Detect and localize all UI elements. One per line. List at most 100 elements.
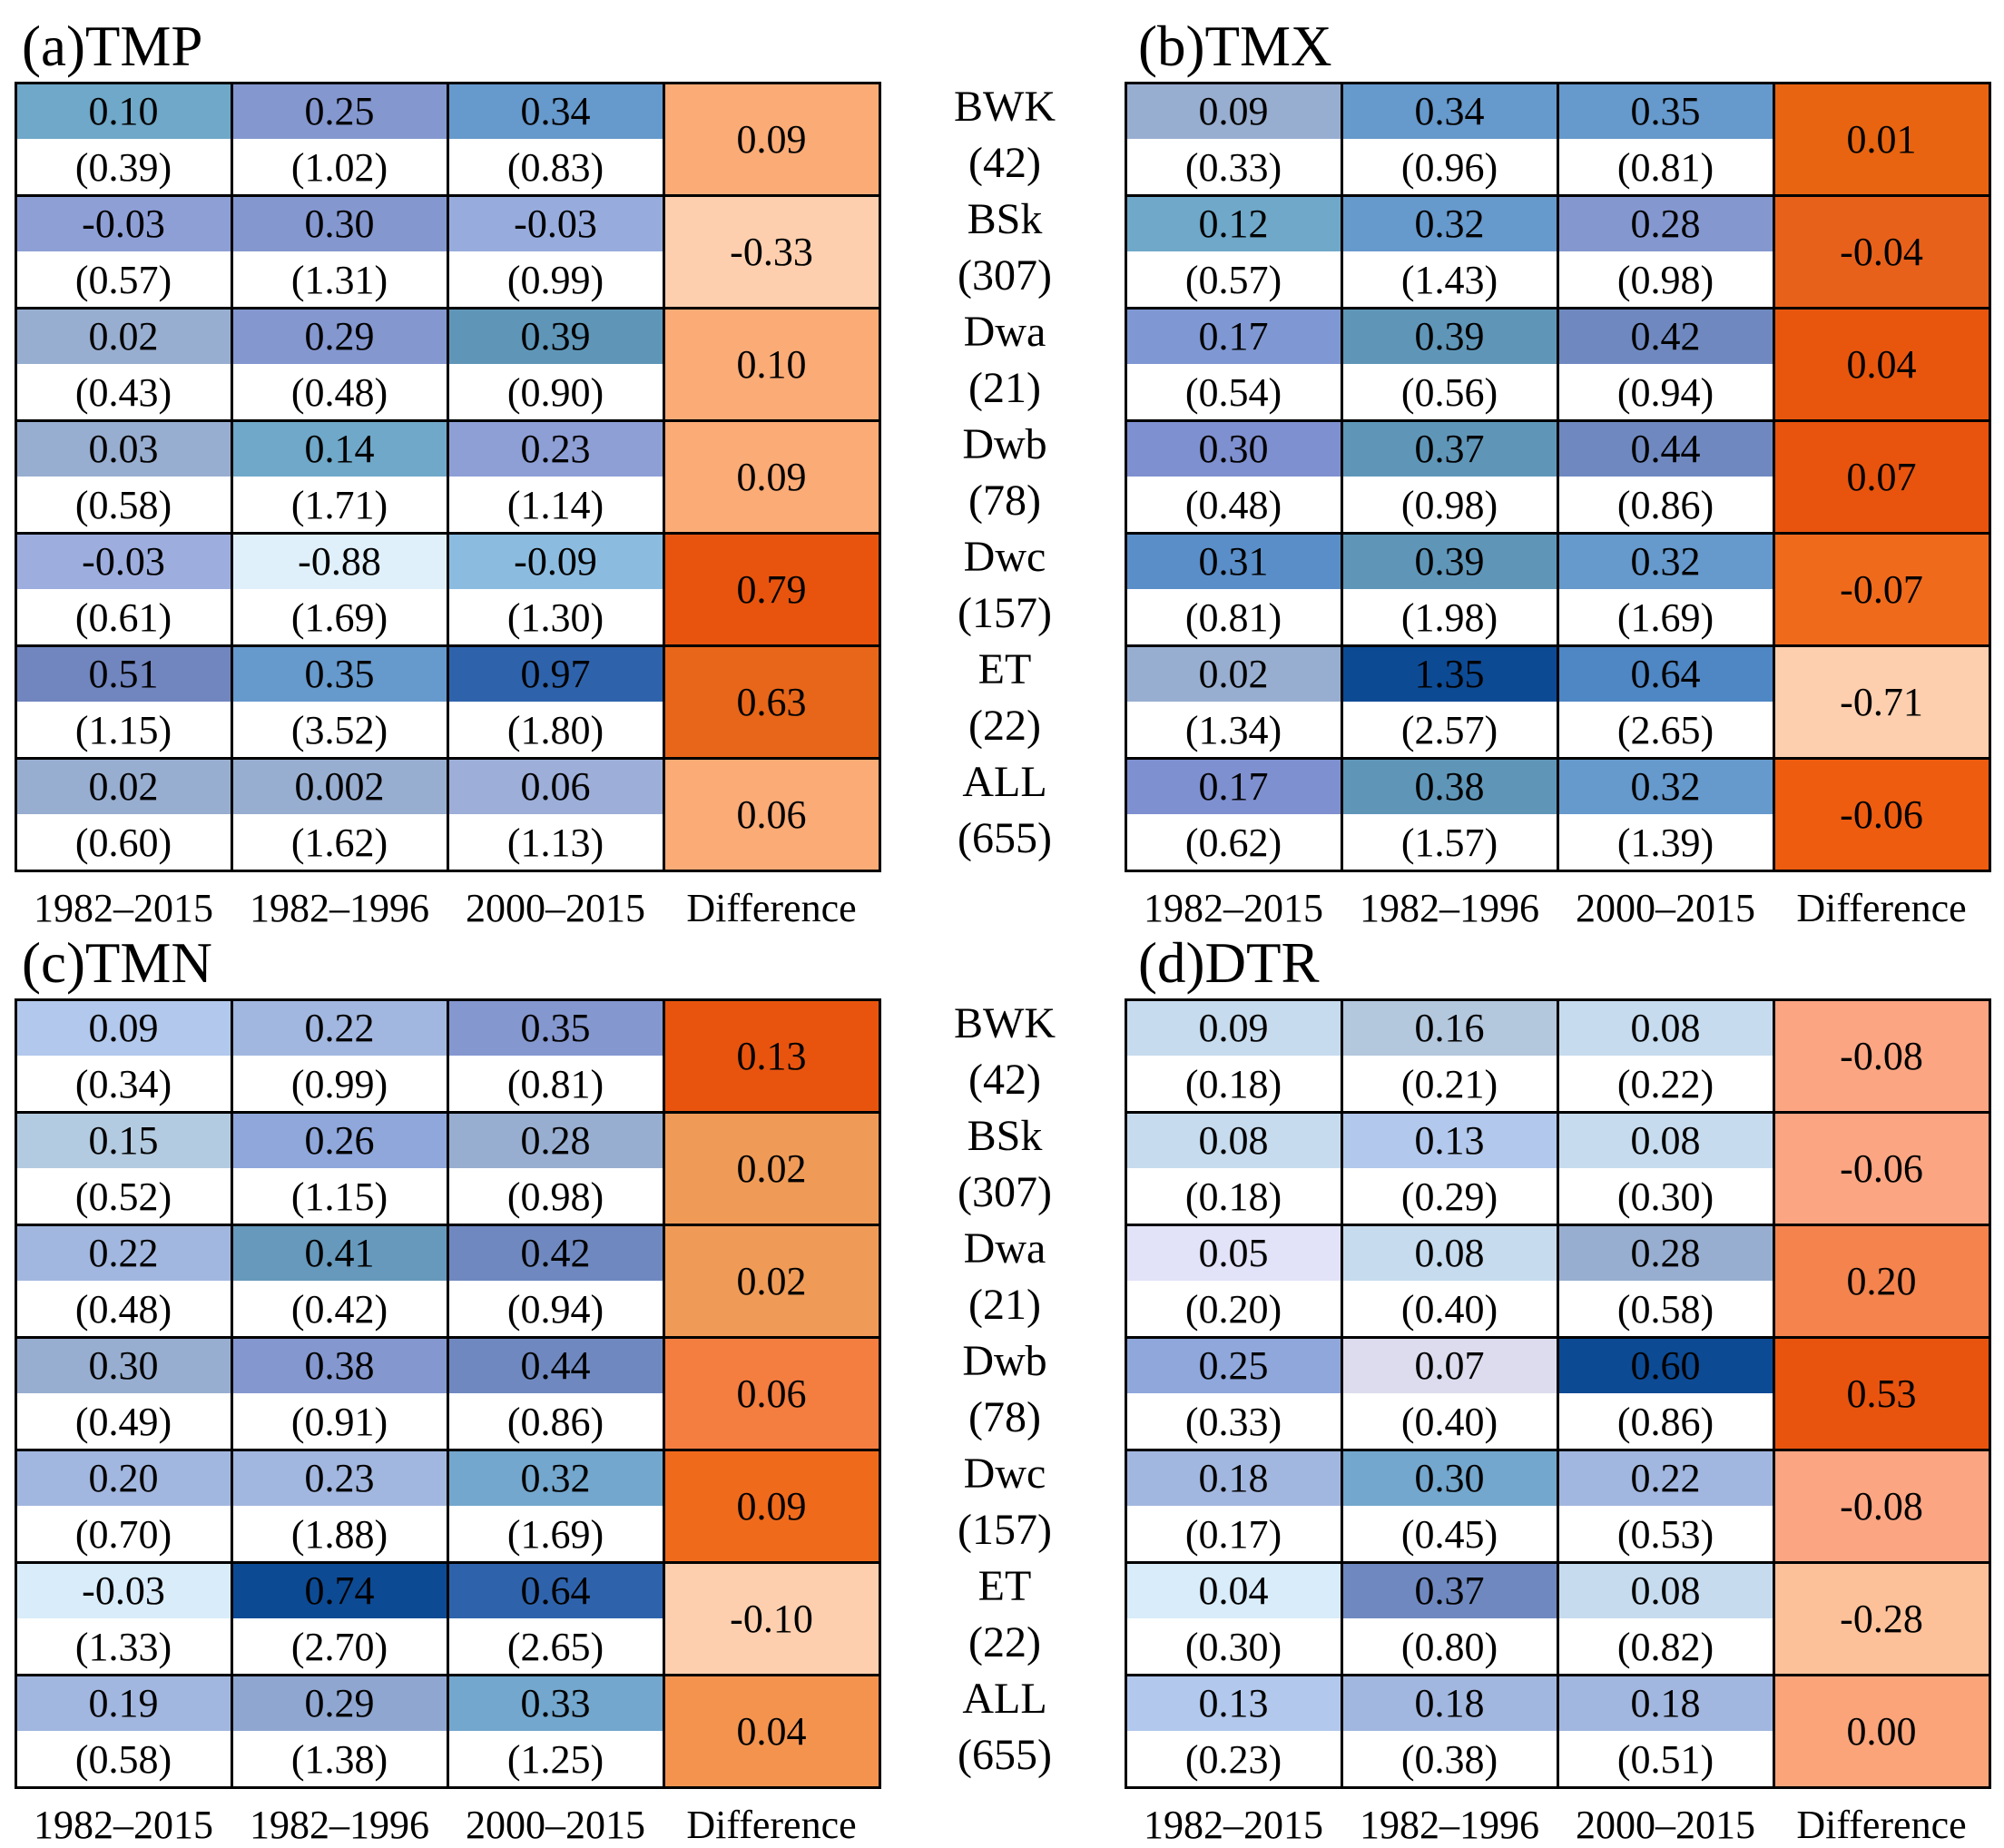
heatmap-cell: 0.07 (0.40) [1341, 1337, 1557, 1450]
panel-title: (c)TMN [22, 931, 212, 995]
heatmap-cell: 0.22 (0.99) [231, 999, 447, 1112]
cell-sd: (0.43) [15, 364, 231, 420]
row-label-count: (21) [968, 1281, 1041, 1329]
heatmap-cell: 0.37 (0.98) [1341, 420, 1557, 533]
cell-sd: (0.94) [1557, 364, 1773, 420]
grid-line-horizontal [1125, 1336, 1991, 1339]
heatmap-cell: 0.20 (0.70) [15, 1450, 231, 1562]
heatmap-cell: 0.39 (1.98) [1341, 533, 1557, 645]
cell-sd: (2.57) [1341, 702, 1557, 758]
row-label-count: (22) [968, 1618, 1041, 1666]
heatmap-table: 0.09 (0.34) 0.22 (0.99) 0.35 (0.81) 0.13 0.15 (0… [15, 998, 881, 1789]
heatmap-cell: 0.32 (1.39) [1557, 758, 1773, 870]
cell-value: 0.30 [231, 195, 447, 251]
panel-title: (b)TMX [1138, 15, 1332, 78]
heatmap-cell: 0.30 (0.45) [1341, 1450, 1557, 1562]
cell-sd: (2.70) [231, 1618, 447, 1675]
heatmap-cell: 0.41 (0.42) [231, 1224, 447, 1337]
heatmap-cell: 0.28 (0.58) [1557, 1224, 1773, 1337]
grid-line-vertical [663, 82, 665, 872]
grid-line-vertical [1125, 82, 1127, 872]
heatmap-cell: 0.32 (1.69) [1557, 533, 1773, 645]
cell-value: 0.02 [1125, 645, 1341, 702]
heatmap-cell: 0.35 (3.52) [231, 645, 447, 758]
row-label-count: (22) [968, 702, 1041, 750]
heatmap-cell: 0.51 (1.15) [15, 645, 231, 758]
cell-sd: (0.40) [1341, 1393, 1557, 1450]
heatmap-cell: 0.30 (0.49) [15, 1337, 231, 1450]
cell-sd: (0.30) [1557, 1168, 1773, 1224]
cell-value: 0.26 [231, 1112, 447, 1168]
grid-line-horizontal [15, 307, 881, 310]
difference-cell: 0.01 [1773, 83, 1989, 195]
grid-line-vertical [15, 82, 17, 872]
grid-line-horizontal [15, 1449, 881, 1451]
grid-line-horizontal [1125, 419, 1991, 422]
cell-value: 0.51 [15, 645, 231, 702]
cell-value: 0.10 [15, 83, 231, 139]
cell-sd: (0.61) [15, 589, 231, 645]
cell-value: 0.32 [447, 1450, 663, 1506]
cell-sd: (1.33) [15, 1618, 231, 1675]
heatmap-cell: 0.22 (0.53) [1557, 1450, 1773, 1562]
difference-cell: -0.28 [1773, 1562, 1989, 1675]
row-label-name: ET [977, 645, 1032, 693]
row-label-count: (157) [958, 1506, 1052, 1554]
grid-line-horizontal [15, 1336, 881, 1339]
difference-cell: 0.79 [663, 533, 879, 645]
cell-value: 0.09 [1125, 83, 1341, 139]
heatmap-cell: 0.35 (0.81) [447, 999, 663, 1112]
heatmap-cell: 0.23 (1.88) [231, 1450, 447, 1562]
cell-sd: (0.96) [1341, 139, 1557, 195]
cell-sd: (0.70) [15, 1506, 231, 1562]
heatmap-cell: 0.74 (2.70) [231, 1562, 447, 1675]
cell-value: 0.05 [1125, 1224, 1341, 1281]
cell-value: 0.17 [1125, 758, 1341, 814]
cell-sd: (0.98) [1557, 251, 1773, 308]
grid-line-vertical [1989, 998, 1991, 1789]
heatmap-cell: 0.34 (0.83) [447, 83, 663, 195]
cell-sd: (1.13) [447, 814, 663, 870]
cell-value: 0.19 [15, 1675, 231, 1731]
cell-value: 0.18 [1341, 1675, 1557, 1731]
heatmap-table: 0.10 (0.39) 0.25 (1.02) 0.34 (0.83) 0.09 -0.03(… [15, 82, 881, 872]
difference-cell: -0.07 [1773, 533, 1989, 645]
difference-cell: -0.08 [1773, 999, 1989, 1112]
cell-sd: (0.58) [1557, 1281, 1773, 1337]
grid-line-horizontal [1125, 532, 1991, 535]
cell-sd: (0.20) [1125, 1281, 1341, 1337]
cell-value: 0.64 [447, 1562, 663, 1618]
heatmap-cell: 0.15 (0.52) [15, 1112, 231, 1224]
cell-value: 0.17 [1125, 308, 1341, 364]
difference-cell: 0.53 [1773, 1337, 1989, 1450]
cell-sd: (1.14) [447, 477, 663, 533]
cell-value: 0.22 [15, 1224, 231, 1281]
heatmap-cell: 0.38 (0.91) [231, 1337, 447, 1450]
difference-cell: -0.06 [1773, 758, 1989, 870]
cell-sd: (0.39) [15, 139, 231, 195]
cell-sd: (1.62) [231, 814, 447, 870]
cell-sd: (0.49) [15, 1393, 231, 1450]
cell-sd: (0.51) [1557, 1731, 1773, 1787]
column-label: 1982–1996 [1360, 1803, 1539, 1847]
cell-value: 0.74 [231, 1562, 447, 1618]
cell-sd: (0.56) [1341, 364, 1557, 420]
heatmap-cell: 0.35 (0.81) [1557, 83, 1773, 195]
row-label-name: BSk [967, 195, 1043, 243]
cell-sd: (1.30) [447, 589, 663, 645]
cell-value: 0.42 [447, 1224, 663, 1281]
cell-sd: (0.34) [15, 1056, 231, 1112]
cell-value: 0.09 [1125, 999, 1341, 1056]
cell-sd: (0.48) [1125, 477, 1341, 533]
row-label-name: ALL [962, 1675, 1047, 1723]
cell-sd: (0.91) [231, 1393, 447, 1450]
heatmap-cell: 0.38 (1.57) [1341, 758, 1557, 870]
cell-value: 0.25 [231, 83, 447, 139]
cell-sd: (0.53) [1557, 1506, 1773, 1562]
difference-cell: 0.02 [663, 1112, 879, 1224]
cell-sd: (0.99) [231, 1056, 447, 1112]
heatmap-table: 0.09 (0.33) 0.34 (0.96) 0.35 (0.81) 0.01 0.12 (0… [1125, 82, 1991, 872]
column-label: 1982–1996 [250, 1803, 429, 1847]
row-label-name: Dwb [962, 420, 1047, 468]
cell-sd: (0.82) [1557, 1618, 1773, 1675]
